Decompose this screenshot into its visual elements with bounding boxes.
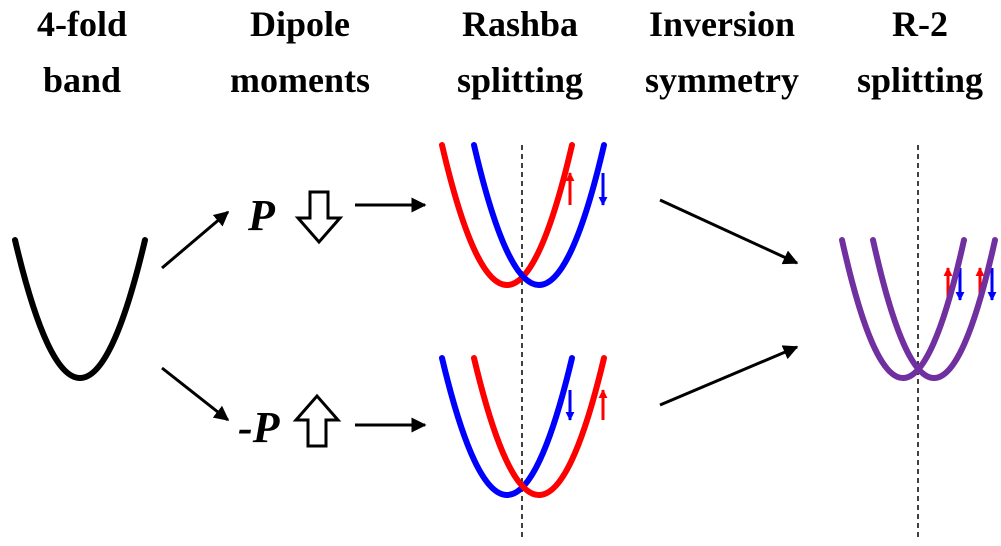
axes <box>521 145 919 540</box>
arrow <box>161 210 230 270</box>
band <box>12 237 148 381</box>
header: band <box>43 60 121 100</box>
arrow <box>659 345 799 407</box>
band-blue <box>439 355 575 498</box>
hollow-arrow-down <box>294 190 344 245</box>
header: Rashba <box>462 4 578 44</box>
band-red <box>439 142 575 288</box>
arrow <box>659 198 799 265</box>
arrow <box>161 366 230 422</box>
label-minus-p: -P <box>238 403 281 452</box>
header: splitting <box>457 60 583 100</box>
header: 4-fold <box>37 4 127 44</box>
band-purple <box>870 237 998 381</box>
arrows <box>161 197 799 433</box>
header: symmetry <box>645 60 799 100</box>
hollow-arrow-up <box>292 393 342 448</box>
headers: 4-fold band Dipole moments Rashba splitt… <box>37 4 983 100</box>
header: R-2 <box>892 4 948 44</box>
band-red <box>471 355 607 498</box>
header: Inversion <box>649 4 795 44</box>
label-p: P <box>247 191 276 240</box>
header: moments <box>230 60 370 100</box>
header: splitting <box>857 60 983 100</box>
header: Dipole <box>250 4 350 44</box>
spin-arrows <box>565 172 997 421</box>
band-blue <box>471 142 607 288</box>
band-purple <box>839 237 967 381</box>
